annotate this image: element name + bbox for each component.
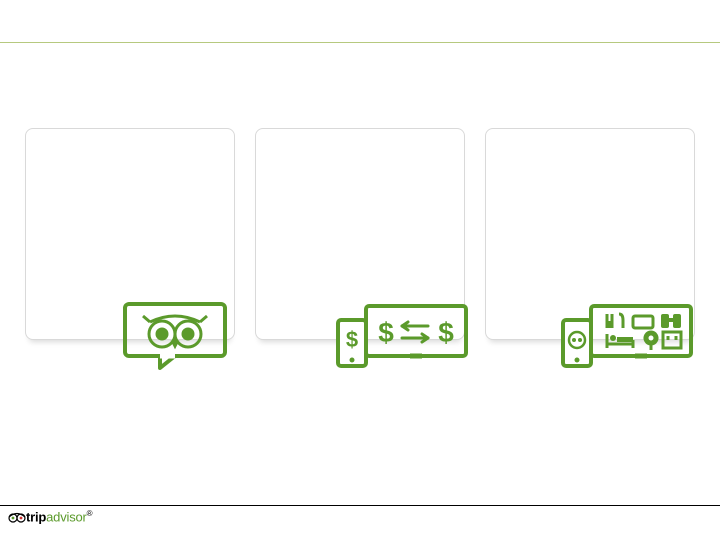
- svg-text:$: $: [378, 317, 394, 348]
- svg-text:$: $: [438, 317, 454, 348]
- owl-speech-icon: [105, 300, 245, 370]
- top-divider: [0, 42, 720, 43]
- owl-logo-icon: [8, 511, 26, 523]
- footer: tripadvisor®: [0, 505, 720, 528]
- logo-text: tripadvisor®: [26, 509, 92, 524]
- booking-devices-icon: [555, 300, 695, 370]
- svg-text:$: $: [346, 327, 358, 352]
- slide-page: $ $ $: [0, 0, 720, 540]
- dollar-devices-icon: $ $ $: [330, 300, 470, 370]
- tripadvisor-logo: tripadvisor®: [8, 509, 92, 524]
